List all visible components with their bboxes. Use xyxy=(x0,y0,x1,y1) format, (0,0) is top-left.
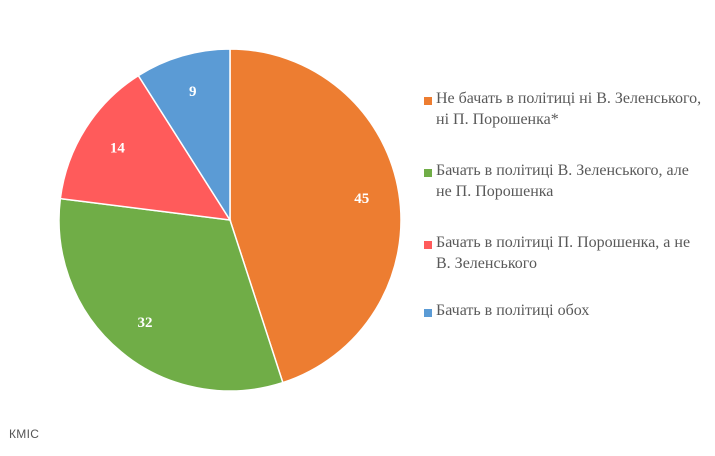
data-label-not-both: 45 xyxy=(354,191,369,207)
pie-slices xyxy=(58,48,402,392)
pie-data-labels: 45 32 14 9 xyxy=(110,84,369,331)
legend-label-not-both: Не бачать в політиці ні В. Зеленського, … xyxy=(436,90,702,128)
data-label-both: 9 xyxy=(189,84,197,100)
legend-label-both: Бачать в політиці обох xyxy=(436,302,590,319)
legend-label-zelensky-only: Бачать в політиці В. Зеленського, але не… xyxy=(436,162,689,200)
pie-slice-both xyxy=(137,48,231,223)
pie-slice-poroshenko-only xyxy=(59,74,232,221)
data-label-zelensky-only: 32 xyxy=(138,315,153,331)
legend-swatch-both xyxy=(424,309,432,317)
legend-label-poroshenko-only: Бачать в політиці П. Порошенка, а не В. … xyxy=(436,234,691,272)
pie-slice-not-both xyxy=(229,48,402,384)
legend-swatch-poroshenko-only xyxy=(424,241,432,249)
pie-slice-zelensky-only xyxy=(58,197,284,392)
source-label: КМІС xyxy=(9,427,40,441)
legend-swatch-zelensky-only xyxy=(424,169,432,177)
legend-swatch-not-both xyxy=(424,97,432,105)
pie-chart: 45 32 14 9 xyxy=(58,48,402,392)
data-label-poroshenko-only: 14 xyxy=(110,141,126,157)
